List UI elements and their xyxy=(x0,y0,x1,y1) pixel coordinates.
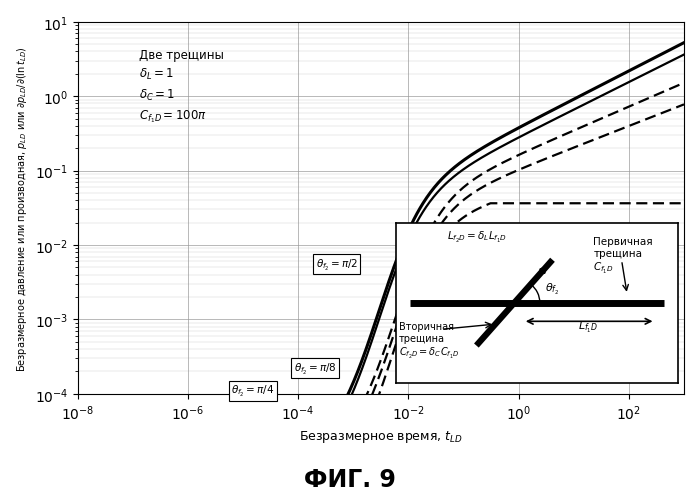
Text: Две трещины
$\delta_L = 1$
$\delta_C = 1$
$C_{f_1D} = 100\pi$: Две трещины $\delta_L = 1$ $\delta_C = 1… xyxy=(139,48,224,124)
Text: $\theta_{f_2} = \pi/2$: $\theta_{f_2} = \pi/2$ xyxy=(316,257,358,272)
Text: ФИГ. 9: ФИГ. 9 xyxy=(303,467,396,488)
Text: $\theta_{f_2} = \pi/8$: $\theta_{f_2} = \pi/8$ xyxy=(294,361,336,376)
X-axis label: Безразмерное время, $t_{LD}$: Безразмерное время, $t_{LD}$ xyxy=(299,428,463,444)
Text: $\theta_{f_2} = \pi/4$: $\theta_{f_2} = \pi/4$ xyxy=(231,384,275,398)
Y-axis label: Безразмерное давление или производная, $p_{LD}$ или $\partial p_{LD}/\partial(\l: Безразмерное давление или производная, $… xyxy=(15,46,29,371)
